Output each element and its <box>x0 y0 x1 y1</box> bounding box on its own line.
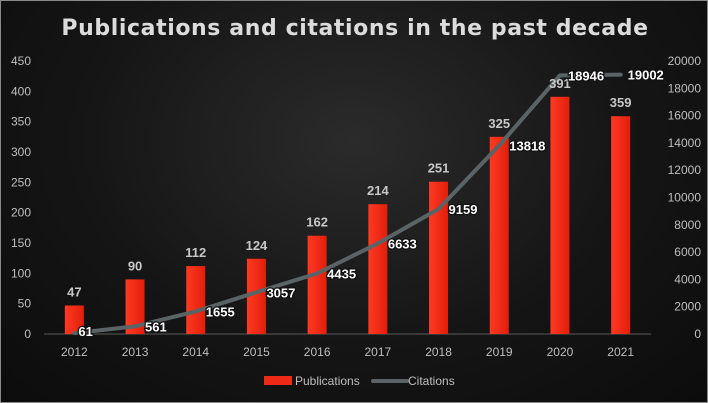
x-axis-tick-label: 2013 <box>122 345 149 359</box>
left-axis-tick-label: 350 <box>11 115 31 129</box>
publications-value-label: 391 <box>549 76 571 91</box>
publications-value-label: 214 <box>367 183 389 198</box>
citations-value-label: 13818 <box>509 138 545 153</box>
left-axis-tick-label: 450 <box>11 54 31 68</box>
publications-value-label: 359 <box>610 95 632 110</box>
publications-bar <box>368 204 388 334</box>
citations-value-label: 61 <box>78 324 92 339</box>
bar-value-labels: 47 90 112 124 162 214 251 325 391 359 <box>67 76 631 300</box>
right-axis-tick-label: 4000 <box>674 272 701 286</box>
citations-value-label: 561 <box>145 319 167 334</box>
publications-legend-label: Publications <box>295 374 360 388</box>
left-axis-tick-label: 0 <box>24 327 31 341</box>
publications-bar <box>186 266 206 334</box>
citations-legend-label: Citations <box>408 374 455 388</box>
citations-value-label: 4435 <box>327 266 356 281</box>
publications-legend-swatch <box>264 376 292 385</box>
publications-bar <box>489 136 509 334</box>
publications-bar <box>246 258 266 334</box>
publications-value-label: 162 <box>306 215 328 230</box>
publications-value-label: 112 <box>185 245 206 260</box>
legend: Publications Citations <box>264 374 455 388</box>
right-axis: 0 2000 4000 6000 8000 10000 12000 14000 16000 180… <box>668 54 702 341</box>
left-axis: 0 50 100 150 200 250 300 350 400 450 <box>11 54 31 341</box>
x-axis-tick-label: 2021 <box>607 345 634 359</box>
publications-value-label: 47 <box>67 284 81 299</box>
publications-bar <box>550 96 570 334</box>
citation-line <box>72 72 623 336</box>
x-axis-tick-label: 2014 <box>182 345 209 359</box>
publications-value-label: 90 <box>128 258 142 273</box>
citations-line-path <box>72 72 623 336</box>
publications-value-label: 124 <box>246 238 268 253</box>
publications-bar <box>125 279 145 334</box>
citations-value-label: 9159 <box>449 202 478 217</box>
right-axis-tick-label: 12000 <box>668 163 702 177</box>
publications-value-label: 251 <box>428 161 450 176</box>
x-axis-tick-label: 2019 <box>486 345 513 359</box>
right-axis-tick-label: 8000 <box>674 218 701 232</box>
right-axis-tick-label: 16000 <box>668 109 702 123</box>
right-axis-tick-label: 0 <box>694 327 701 341</box>
right-axis-tick-label: 6000 <box>674 245 701 259</box>
publications-bar <box>64 305 84 334</box>
citations-value-label: 18946 <box>568 68 604 83</box>
left-axis-tick-label: 400 <box>11 84 31 98</box>
citations-value-label: 3057 <box>266 285 295 300</box>
x-axis: 2012 2013 2014 2015 2016 2017 2018 2019 2020 2021 <box>61 345 634 359</box>
left-axis-tick-label: 100 <box>11 266 31 280</box>
right-axis-tick-label: 18000 <box>668 81 702 95</box>
publications-value-label: 325 <box>488 116 510 131</box>
citations-value-label: 19002 <box>628 68 664 83</box>
left-axis-tick-label: 50 <box>18 297 32 311</box>
x-axis-tick-label: 2016 <box>304 345 331 359</box>
publications-bar <box>611 116 631 334</box>
publications-bar <box>307 235 327 334</box>
line-value-labels: 61 561 1655 3057 4435 6633 9159 13818 18946 19002 <box>77 66 665 340</box>
publications-bar <box>429 181 449 334</box>
left-axis-tick-label: 250 <box>11 175 31 189</box>
x-axis-tick-label: 2017 <box>364 345 391 359</box>
right-axis-tick-label: 20000 <box>668 54 702 68</box>
right-axis-tick-label: 14000 <box>668 136 702 150</box>
right-axis-tick-label: 2000 <box>674 300 701 314</box>
left-axis-tick-label: 200 <box>11 206 31 220</box>
x-axis-tick-label: 2018 <box>425 345 452 359</box>
citations-value-label: 1655 <box>206 304 235 319</box>
publication-bars <box>64 96 631 334</box>
chart-title: Publications and citations in the past d… <box>61 16 648 41</box>
x-axis-tick-label: 2015 <box>243 345 270 359</box>
left-axis-tick-label: 300 <box>11 145 31 159</box>
x-axis-tick-label: 2012 <box>61 345 88 359</box>
right-axis-tick-label: 10000 <box>668 191 702 205</box>
citations-value-label: 6633 <box>388 236 417 251</box>
x-axis-tick-label: 2020 <box>547 345 574 359</box>
left-axis-tick-label: 150 <box>11 236 31 250</box>
